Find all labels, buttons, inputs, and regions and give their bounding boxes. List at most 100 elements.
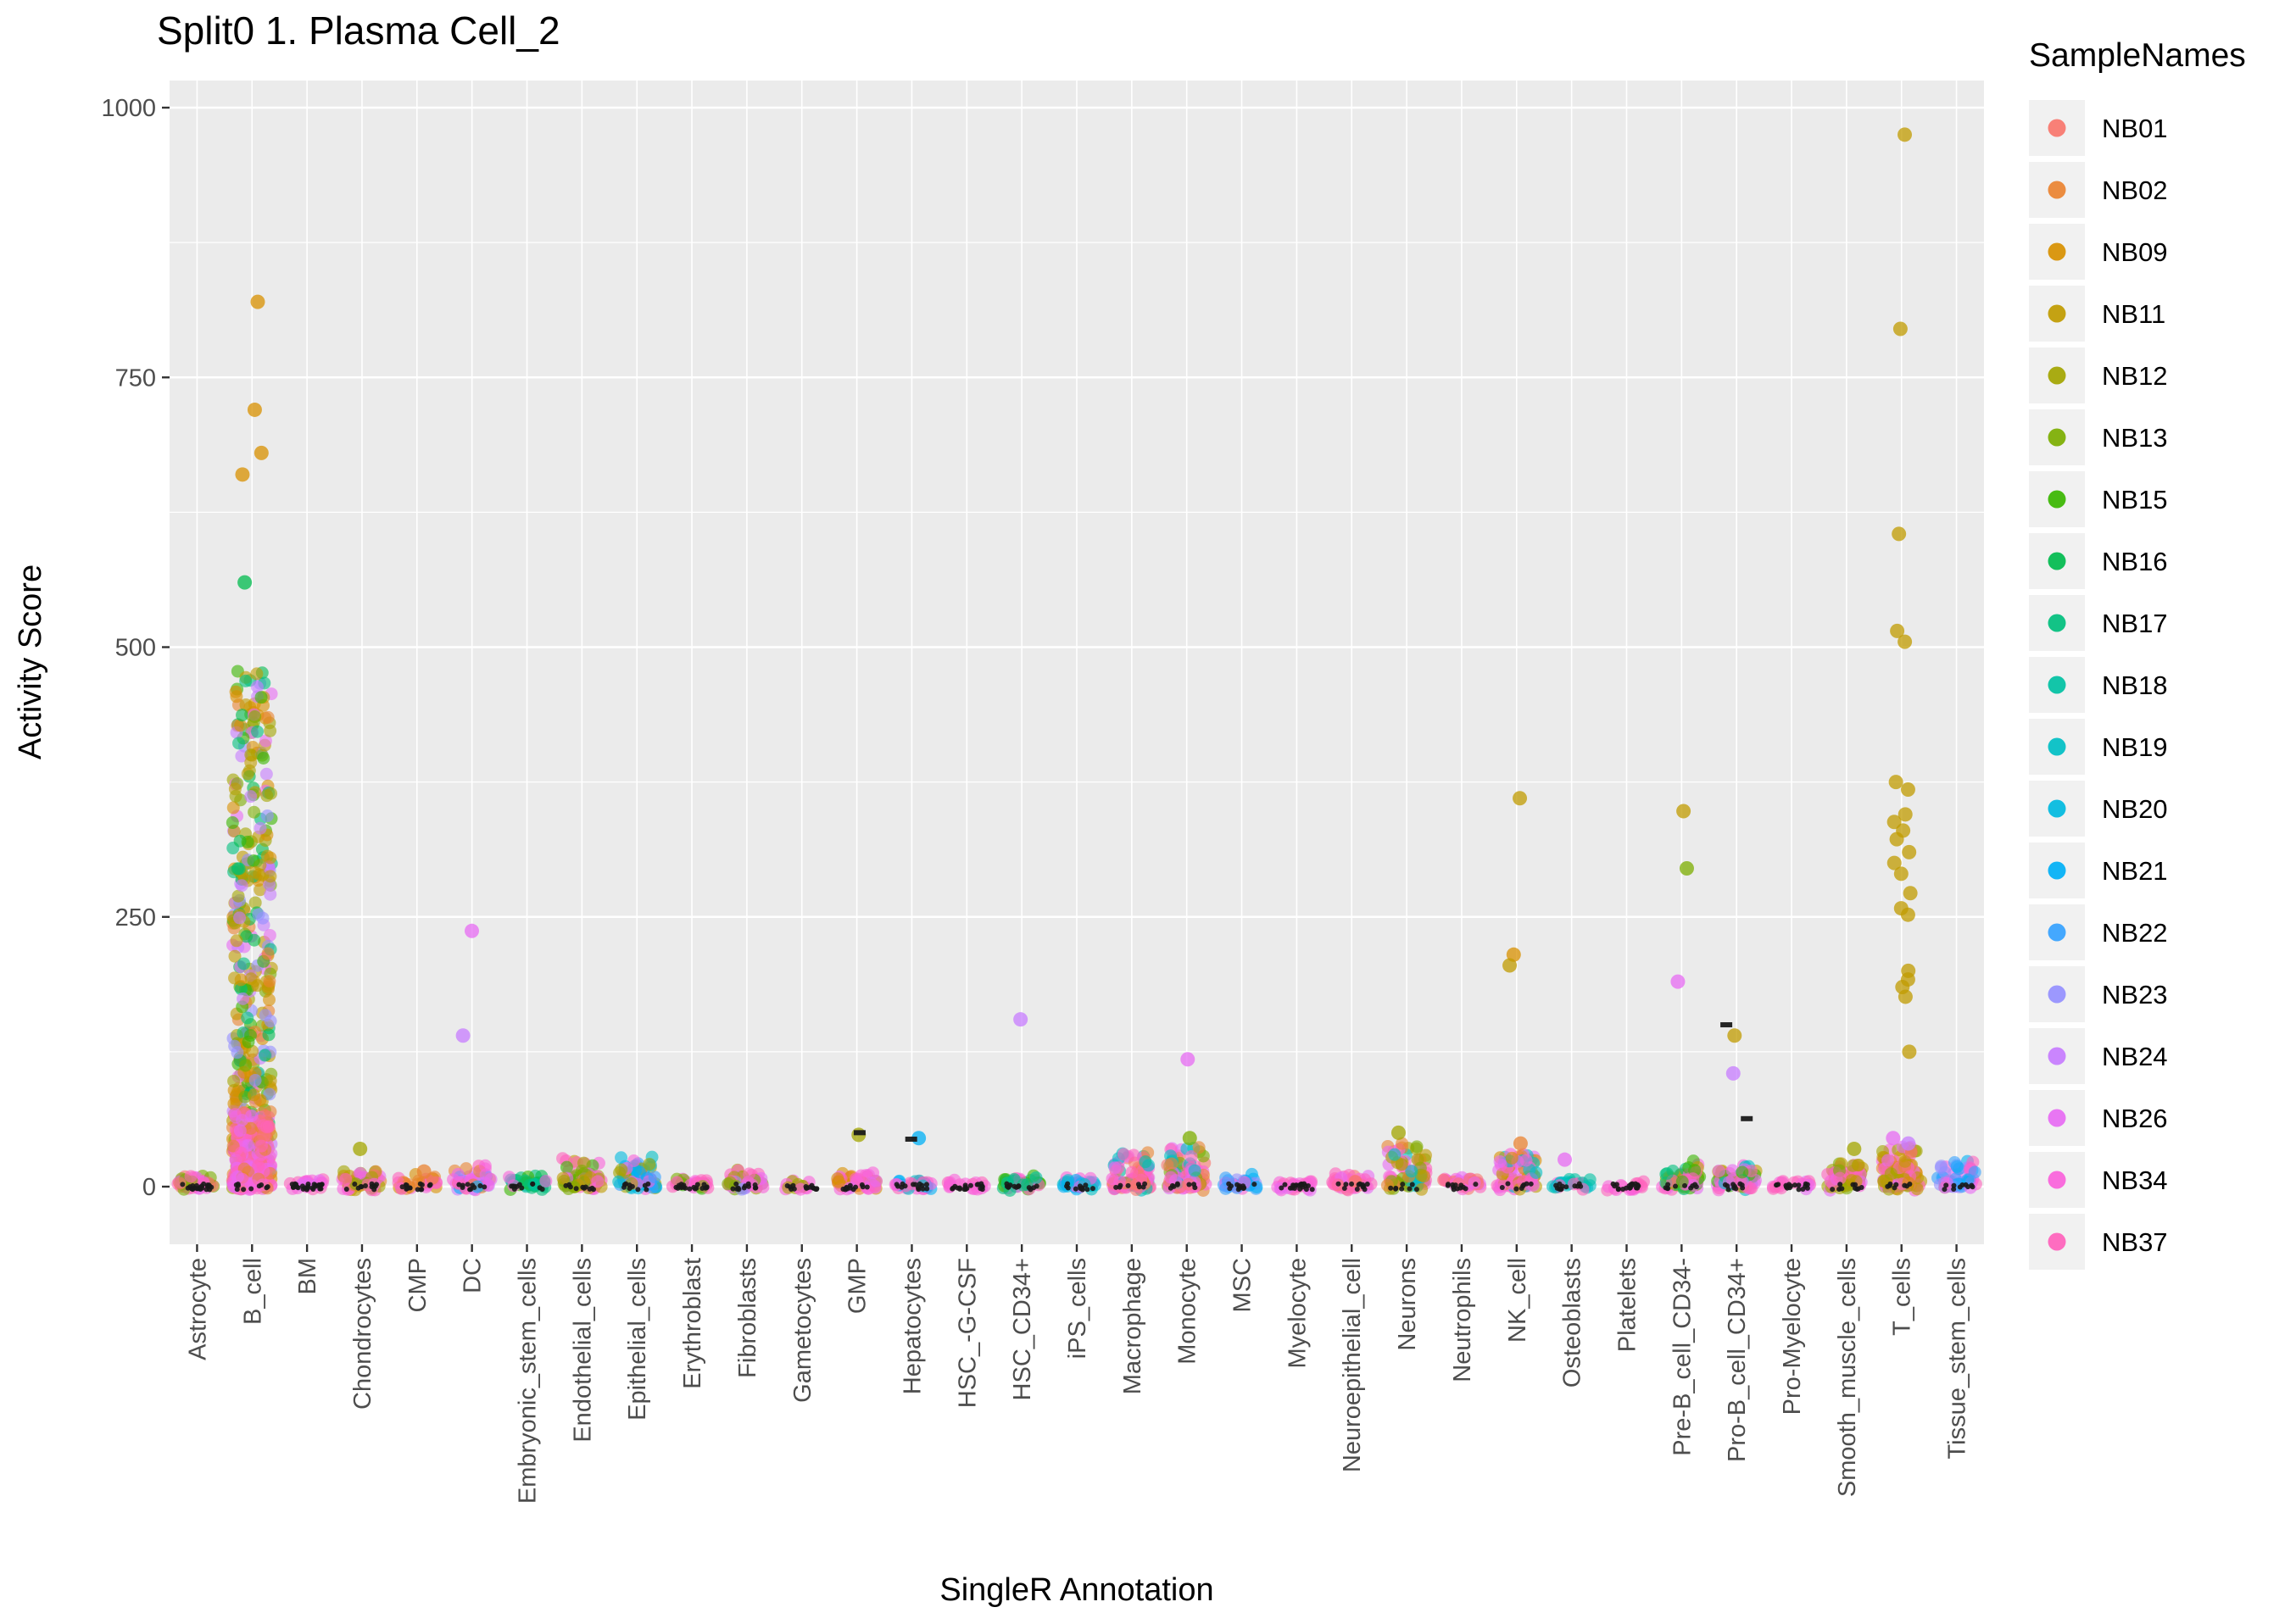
data-point <box>231 1170 244 1183</box>
data-point <box>1192 1141 1206 1154</box>
data-point <box>1411 1153 1424 1166</box>
category-points <box>1056 1171 1101 1196</box>
data-point <box>1396 1137 1409 1150</box>
data-point-small <box>1524 1181 1530 1187</box>
data-point-small <box>207 1187 213 1193</box>
data-point <box>484 1172 498 1186</box>
data-point <box>248 1073 262 1087</box>
data-point-outlier <box>247 402 262 417</box>
data-point-outlier <box>1886 815 1902 830</box>
data-point-small <box>803 1185 809 1191</box>
data-point <box>239 674 253 687</box>
data-point-small <box>955 1185 961 1191</box>
data-point-small <box>642 1182 648 1188</box>
data-point <box>1388 1148 1402 1161</box>
data-point-small <box>264 1185 270 1191</box>
data-point <box>1881 1154 1895 1167</box>
data-point <box>235 749 248 763</box>
x-tick-label: BM <box>294 1258 321 1295</box>
data-point-small <box>1892 1185 1898 1191</box>
legend-color-dot-icon <box>2048 242 2066 261</box>
data-point-small <box>694 1182 700 1187</box>
data-point-small <box>470 1182 476 1188</box>
data-point-small <box>1407 1186 1413 1192</box>
data-point-small <box>1349 1181 1355 1187</box>
category-points <box>1161 1052 1212 1197</box>
data-point <box>1127 1148 1140 1162</box>
category-points <box>722 1163 770 1196</box>
data-point-outlier <box>1180 1052 1195 1067</box>
legend-color-dot-icon <box>2048 861 2066 880</box>
legend-item: NB23 <box>2029 966 2168 1022</box>
data-point <box>228 1039 242 1053</box>
data-point-small <box>629 1183 635 1189</box>
data-point <box>1117 1148 1130 1161</box>
legend-item-label: NB01 <box>2102 114 2168 143</box>
data-point <box>227 1074 241 1087</box>
points-layer <box>171 127 1982 1197</box>
category-points <box>336 1141 387 1197</box>
data-point-small <box>317 1186 323 1192</box>
data-point-small <box>1227 1186 1233 1192</box>
data-point-small <box>1140 1184 1146 1190</box>
x-tick-label: T_cells <box>1889 1258 1916 1336</box>
data-point-small <box>1965 1184 1971 1190</box>
legend-item-label: NB21 <box>2102 856 2168 886</box>
data-point <box>478 1159 492 1172</box>
x-tick-label: Neurons <box>1394 1258 1421 1351</box>
data-point-small <box>1783 1184 1789 1190</box>
legend-color-dot-icon <box>2048 985 2066 1004</box>
data-point-small <box>1113 1184 1119 1190</box>
data-point <box>1898 1154 1912 1168</box>
x-tick-label: Astrocyte <box>184 1258 211 1360</box>
data-point <box>503 1171 516 1184</box>
legend-item: NB11 <box>2029 286 2165 342</box>
x-tick-label: Fibroblasts <box>734 1258 761 1378</box>
data-point-small <box>1169 1182 1175 1188</box>
data-point-small <box>635 1187 641 1193</box>
data-point <box>241 767 254 781</box>
data-point-small <box>1520 1183 1526 1189</box>
data-point-small <box>1563 1184 1569 1190</box>
data-point <box>1884 1167 1898 1181</box>
legend-color-dot-icon <box>2048 119 2066 137</box>
category-points <box>1380 1125 1433 1196</box>
data-point-small <box>1028 1187 1034 1193</box>
data-point-small <box>510 1183 516 1189</box>
data-point-small <box>374 1182 380 1187</box>
legend-item-label: NB18 <box>2102 670 2168 700</box>
legend-color-dot-icon <box>2048 799 2066 818</box>
data-point-small <box>1135 1182 1141 1187</box>
data-point-small <box>923 1182 929 1187</box>
data-point-small <box>644 1187 649 1193</box>
data-point-small <box>1505 1181 1511 1187</box>
data-point <box>262 993 276 1007</box>
data-point-small <box>1630 1182 1636 1188</box>
data-point-small <box>582 1184 588 1190</box>
data-point-outlier <box>1898 989 1913 1004</box>
data-point <box>262 1120 276 1133</box>
legend-item-label: NB13 <box>2102 423 2168 453</box>
data-point <box>1948 1156 1961 1170</box>
data-point <box>261 947 275 960</box>
data-point-small <box>418 1187 424 1193</box>
data-point-outlier <box>1670 974 1686 989</box>
data-point-small <box>1730 1182 1736 1187</box>
data-point <box>1405 1165 1418 1178</box>
data-point-outlier <box>1513 791 1528 806</box>
data-point-outlier <box>1390 1125 1406 1140</box>
data-point <box>238 1059 252 1072</box>
legend-color-dot-icon <box>2048 428 2066 447</box>
data-point-small <box>1309 1187 1315 1193</box>
data-point-small <box>185 1185 191 1191</box>
data-point-outlier <box>353 1141 368 1156</box>
data-point-small <box>1836 1187 1842 1193</box>
x-axis-title: SingleR Annotation <box>939 1572 1213 1608</box>
data-point <box>263 975 276 988</box>
data-point-outlier <box>1898 634 1913 649</box>
legend-item: NB37 <box>2029 1214 2168 1270</box>
data-point-outlier <box>1900 907 1915 922</box>
data-point <box>1415 1182 1429 1196</box>
y-axis-title: Activity Score <box>13 565 48 759</box>
data-point <box>229 685 242 698</box>
